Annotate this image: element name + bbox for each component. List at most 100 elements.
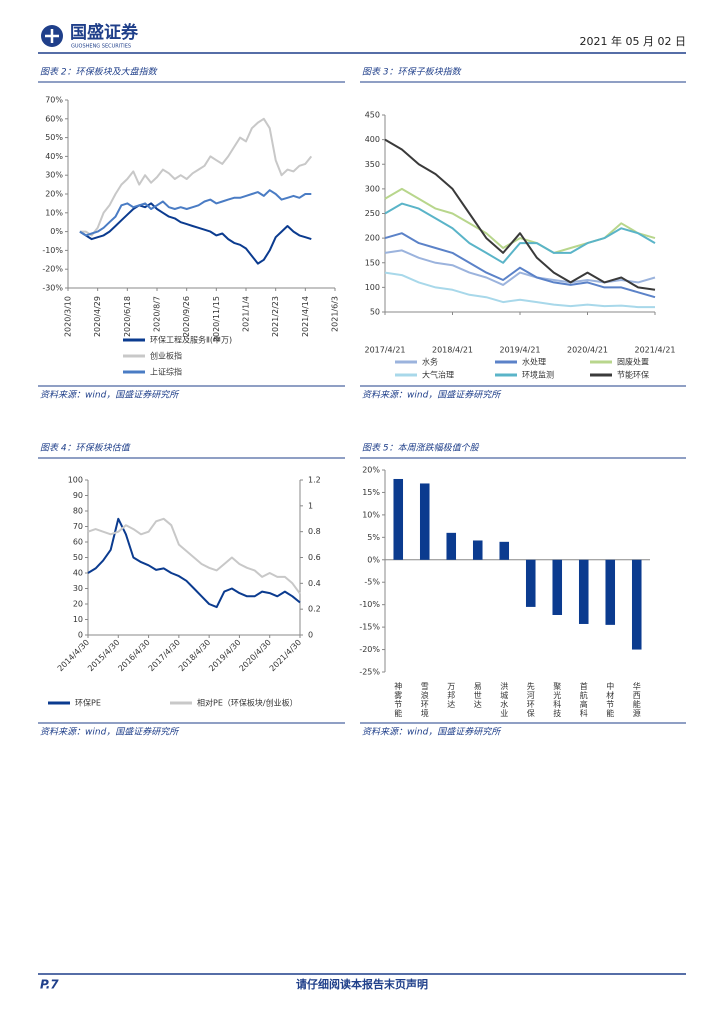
bar [578, 559, 589, 624]
y-tick-label: 40 [73, 569, 83, 578]
legend-label: 水务 [422, 357, 438, 367]
y-tick-label: 0.2 [308, 605, 321, 614]
series-line [384, 232, 656, 299]
x-tick-label: 2019/4/21 [499, 346, 540, 355]
y-tick-label: -30% [42, 284, 63, 293]
y-tick-label: 100 [68, 476, 83, 485]
series-line [384, 202, 656, 264]
page-number: P.7 [40, 978, 59, 992]
figure-source: 资料来源：wind，国盛证券研究所 [362, 727, 502, 738]
y-tick-label: 60% [45, 114, 63, 123]
y-tick-label: 350 [365, 160, 380, 169]
y-tick-label: 60 [73, 538, 83, 547]
y-tick-label: 250 [365, 209, 380, 218]
x-tick-label: 2021/1/4 [242, 296, 251, 332]
y-tick-label: -10% [359, 600, 380, 609]
figure-title: 图表 4：环保板块估值 [40, 443, 132, 454]
x-tick-label: 洪城水业 [500, 681, 509, 718]
y-tick-label: 80 [73, 507, 83, 516]
legend-label: 水处理 [522, 357, 546, 367]
y-tick-label: 20 [73, 600, 83, 609]
x-tick-label: 万邦达 [447, 682, 456, 709]
x-tick-label: 神雾节能 [394, 681, 403, 718]
x-tick-label: 2021/6/3 [331, 296, 340, 332]
bar [525, 559, 536, 607]
y-tick-label: 20% [362, 466, 380, 475]
x-tick-label: 首航高科 [579, 681, 588, 718]
legend-label: 环保工程及服务Ⅱ(申万) [150, 335, 232, 345]
series-line [384, 138, 656, 291]
y-tick-label: 200 [365, 234, 380, 243]
x-tick-label: 2020/3/10 [64, 296, 73, 337]
x-tick-label: 中材节能 [606, 681, 615, 718]
legend-label: 节能环保 [617, 370, 649, 380]
y-tick-label: 0.4 [308, 579, 321, 588]
x-tick-label: 2020/8/7 [153, 296, 162, 332]
y-tick-label: 70% [45, 96, 63, 105]
y-tick-label: 0.8 [308, 527, 321, 536]
bar [419, 483, 430, 560]
x-tick-label: 2020/4/21 [567, 346, 608, 355]
legend-label: 大气治理 [422, 370, 454, 380]
figure-title: 图表 5：本周涨跌幅极值个股 [362, 443, 480, 454]
y-tick-label: 1.2 [308, 476, 321, 485]
y-tick-label: 50 [370, 308, 380, 317]
x-tick-label: 2020/4/29 [93, 296, 102, 337]
y-tick-label: 10% [45, 208, 63, 217]
bar [446, 532, 457, 560]
logo-text: 国盛证券 [70, 22, 139, 43]
x-tick-label: 雪浪环境 [420, 682, 429, 718]
y-tick-label: 70 [73, 522, 83, 531]
bar [605, 559, 616, 625]
y-tick-label: 300 [365, 184, 380, 193]
x-tick-label: 2021/2/23 [271, 296, 280, 337]
y-tick-label: 50% [45, 133, 63, 142]
y-tick-label: 10 [73, 615, 83, 624]
y-tick-label: 40% [45, 152, 63, 161]
y-tick-label: 0% [50, 227, 63, 236]
footer-notice: 请仔细阅读本报告末页声明 [296, 977, 428, 991]
bar [552, 559, 563, 615]
bar [393, 478, 404, 560]
y-tick-label: 0.6 [308, 553, 321, 562]
legend-label: 环境监测 [522, 370, 554, 380]
series-line [79, 202, 312, 265]
figure-title: 图表 3：环保子板块指数 [362, 67, 462, 78]
y-tick-label: 90 [73, 491, 83, 500]
x-tick-label: 聚光科技 [553, 682, 562, 718]
legend-label: 相对PE（环保板块/创业板） [197, 698, 298, 708]
y-tick-label: 20% [45, 190, 63, 199]
y-tick-label: 1 [308, 501, 313, 510]
y-tick-label: -20% [42, 265, 63, 274]
bar [499, 541, 510, 560]
logo-text-en: GUOSHENG SECURITIES [71, 44, 131, 50]
y-tick-label: 150 [365, 258, 380, 267]
x-tick-label: 易世达 [473, 682, 482, 709]
x-tick-label: 2017/4/21 [364, 346, 405, 355]
x-tick-label: 2021/4/14 [301, 296, 310, 337]
logo: 国盛证券 GUOSHENG SECURITIES [41, 22, 139, 50]
legend-label: 环保PE [75, 698, 101, 708]
series-line [87, 517, 301, 595]
legend-label: 上证综指 [150, 367, 182, 377]
figure-source: 资料来源：wind，国盛证券研究所 [40, 390, 180, 401]
y-tick-label: 400 [365, 135, 380, 144]
series-line [384, 271, 655, 309]
x-tick-label: 2020/11/15 [212, 296, 221, 342]
y-tick-label: 30 [73, 584, 83, 593]
x-tick-label: 2020/9/26 [182, 296, 191, 337]
y-tick-label: -15% [359, 623, 380, 632]
y-tick-label: 50 [73, 553, 83, 562]
series-line [384, 187, 656, 254]
x-tick-label: 2021/4/30 [268, 638, 303, 673]
series-line [79, 189, 312, 237]
bar [472, 540, 483, 560]
y-tick-label: 10% [362, 510, 380, 519]
figure-source: 资料来源：wind，国盛证券研究所 [362, 390, 502, 401]
y-tick-label: 0 [308, 631, 313, 640]
y-tick-label: 5% [367, 533, 380, 542]
x-tick-label: 2020/6/18 [123, 296, 132, 337]
y-tick-label: -10% [42, 246, 63, 255]
y-tick-label: 0% [367, 555, 380, 564]
